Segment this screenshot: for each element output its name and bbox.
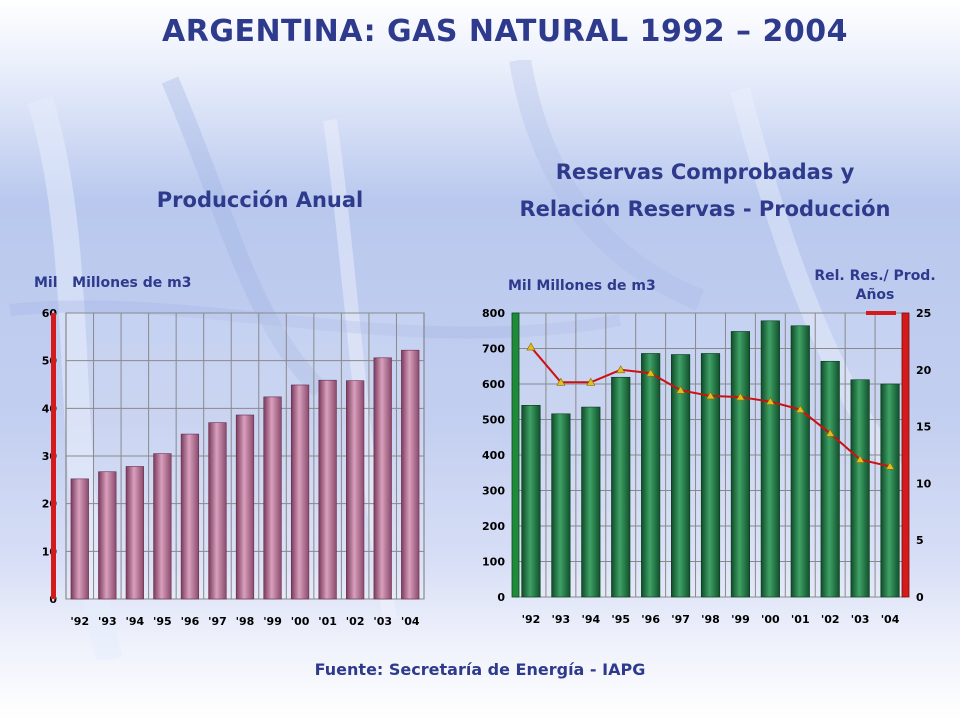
right-x-tick-label: '00: [761, 613, 780, 626]
right-y-tick-label: 300: [482, 485, 505, 498]
right-line-point: [855, 454, 865, 463]
right-bar: [551, 413, 571, 598]
right-bar: [730, 331, 750, 598]
right-chart-title-line2: Relación Reservas - Producción: [519, 197, 891, 221]
left-bar: [401, 349, 420, 600]
right-bar: [700, 353, 721, 598]
right-line-point: [705, 391, 716, 400]
right-y-axis-bar: [511, 312, 520, 598]
right-y2-axis-label-line1: Rel. Res./ Prod.: [814, 268, 936, 284]
right-x-tick-label: '02: [821, 613, 840, 626]
left-bar: [235, 414, 255, 600]
right-bar: [581, 406, 601, 598]
right-x-tick-label: '97: [671, 613, 690, 626]
right-bar: [521, 404, 541, 598]
right-bar: [820, 360, 840, 598]
left-bar: [373, 357, 392, 600]
right-x-tick-label: '99: [731, 613, 750, 626]
right-bar: [850, 379, 870, 598]
right-line-point: [885, 461, 895, 470]
right-bar: [760, 320, 780, 598]
right-y2-axis-label-line2: Años: [855, 287, 895, 303]
left-x-tick-label: '04: [401, 615, 420, 628]
left-x-tick-label: '94: [126, 615, 145, 628]
left-x-tick-label: '02: [346, 615, 365, 628]
right-y2-axis-bar: [901, 312, 910, 598]
right-bar: [790, 325, 810, 598]
right-line-point: [676, 385, 686, 394]
right-x-tick-label: '98: [701, 613, 720, 626]
right-x-tick-label: '96: [641, 613, 660, 626]
left-x-tick-label: '93: [98, 615, 117, 628]
right-line-point: [586, 377, 596, 386]
left-bar: [70, 478, 89, 600]
right-y-tick-label: 500: [482, 414, 505, 427]
left-y-axis-unit: Mil Millones de m3: [34, 275, 192, 291]
left-x-tick-label: '97: [208, 615, 227, 628]
left-x-tick-label: '95: [153, 615, 172, 628]
right-y-tick-label: 800: [482, 307, 505, 320]
right-y-axis-unit: Mil Millones de m3: [508, 278, 656, 294]
right-y-tick-label: 200: [482, 520, 505, 533]
left-bar: [346, 380, 365, 600]
left-y-tick-label: 0: [49, 593, 57, 606]
left-bar: [208, 422, 227, 600]
right-y-tick-label: 0: [497, 591, 505, 604]
left-bar: [180, 433, 200, 600]
right-line-point: [616, 365, 626, 374]
left-bar: [98, 471, 117, 600]
right-line-point: [795, 404, 805, 413]
right-y-tick-label: 400: [482, 449, 505, 462]
left-x-tick-label: '99: [263, 615, 282, 628]
left-x-tick-label: '92: [70, 615, 89, 628]
right-y2-tick-label: 10: [916, 477, 932, 490]
page-title: ARGENTINA: GAS NATURAL 1992 – 2004: [162, 14, 848, 49]
right-y-tick-label: 600: [482, 378, 505, 391]
right-x-tick-label: '94: [581, 613, 600, 626]
left-x-tick-label: '00: [291, 615, 310, 628]
right-chart-title-line1: Reservas Comprobadas y: [555, 160, 855, 184]
right-x-tick-label: '04: [881, 613, 900, 626]
right-line-point: [556, 377, 566, 386]
source-footer: Fuente: Secretaría de Energía - IAPG: [314, 660, 646, 679]
right-bar: [611, 376, 631, 598]
left-x-tick-label: '01: [318, 615, 337, 628]
left-bar: [318, 379, 337, 600]
right-line-point: [735, 392, 745, 401]
right-y2-tick-label: 25: [916, 307, 931, 320]
left-bar: [153, 453, 172, 600]
right-y2-tick-label: 0: [916, 591, 924, 604]
right-x-tick-label: '92: [522, 613, 541, 626]
left-chart-title: Producción Anual: [156, 188, 364, 212]
left-bar: [290, 384, 310, 600]
right-y2-tick-label: 15: [916, 421, 931, 434]
right-line-point: [825, 428, 835, 437]
left-bar: [125, 466, 144, 600]
right-bar: [641, 353, 661, 598]
right-x-tick-label: '95: [611, 613, 630, 626]
right-y2-tick-label: 20: [916, 364, 932, 377]
right-y-tick-label: 700: [482, 343, 505, 356]
right-line-point: [526, 342, 536, 351]
right-line-point: [765, 397, 775, 405]
right-x-tick-label: '93: [552, 613, 571, 626]
right-bar: [671, 354, 691, 598]
right-y2-tick-label: 5: [916, 534, 924, 547]
left-x-tick-label: '96: [181, 615, 200, 628]
right-y-tick-label: 100: [482, 556, 505, 569]
left-x-tick-label: '03: [373, 615, 392, 628]
right-x-tick-label: '01: [791, 613, 810, 626]
right-x-tick-label: '03: [851, 613, 870, 626]
left-y-axis-bar: [51, 313, 56, 599]
left-bar: [263, 396, 282, 600]
right-line-point: [646, 368, 656, 377]
right-bar: [880, 383, 900, 598]
left-x-tick-label: '98: [236, 615, 255, 628]
